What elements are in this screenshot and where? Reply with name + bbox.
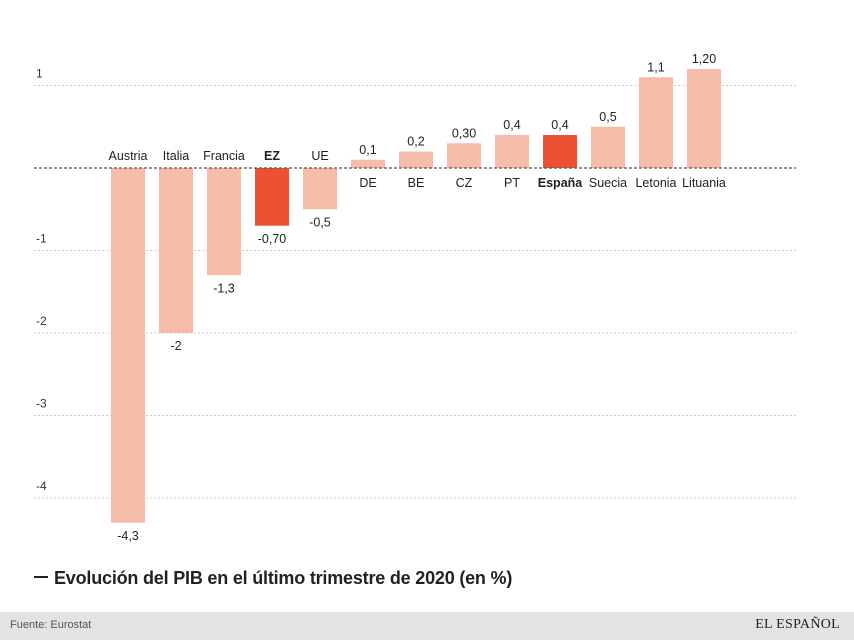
chart-title: Evolución del PIB en el último trimestre… [34,568,512,589]
category-label: Austria [109,149,148,163]
value-label: -4,3 [117,529,139,543]
category-label: CZ [456,176,473,190]
bar [111,168,145,523]
bar [543,135,577,168]
y-tick-label: -1 [36,232,47,246]
y-tick-label: 1 [36,67,43,81]
bar [639,77,673,168]
bar [495,135,529,168]
bar [255,168,289,226]
footer-bar: Fuente: Eurostat EL ESPAÑOL [0,612,854,640]
value-label: 1,20 [692,52,716,66]
bar [159,168,193,333]
title-dash [34,576,48,579]
bar [591,126,625,168]
value-label: -0,70 [258,232,287,246]
bar [447,143,481,168]
category-label: PT [504,176,520,190]
value-label: -0,5 [309,215,331,229]
category-label: BE [408,176,425,190]
bar [687,69,721,168]
category-label: España [538,176,584,190]
value-label: 1,1 [647,60,664,74]
category-label: UE [311,149,328,163]
chart-area: 1 -1 -2 -3 -4 Austria -4,3 Italia -2 Francia -1,3 E… [34,52,796,543]
value-label: -1,3 [213,281,235,295]
value-label: 0,4 [503,118,520,132]
publisher-logo: EL ESPAÑOL [755,617,840,632]
y-tick-label: -3 [36,397,47,411]
category-label: Francia [203,149,245,163]
category-label: Letonia [635,176,676,190]
value-label: 0,2 [407,135,424,149]
value-label: 0,30 [452,126,476,140]
category-label: Suecia [589,176,627,190]
category-label: EZ [264,149,280,163]
y-tick-label: -2 [36,314,47,328]
category-label: Italia [163,149,189,163]
value-label: 0,4 [551,118,568,132]
value-label: -2 [170,339,181,353]
bar [351,159,385,168]
category-label: DE [359,176,376,190]
value-label: 0,1 [359,143,376,157]
value-label: 0,5 [599,110,616,124]
y-tick-label: -4 [36,479,47,493]
chart-title-text: Evolución del PIB en el último trimestre… [54,568,513,588]
bar [207,168,241,276]
bar [303,168,337,210]
category-label: Lituania [682,176,726,190]
bar-chart: 1 -1 -2 -3 -4 Austria -4,3 Italia -2 Francia -1,3 E… [34,52,796,543]
source-text: Fuente: Eurostat [10,619,92,631]
bar [399,151,433,168]
